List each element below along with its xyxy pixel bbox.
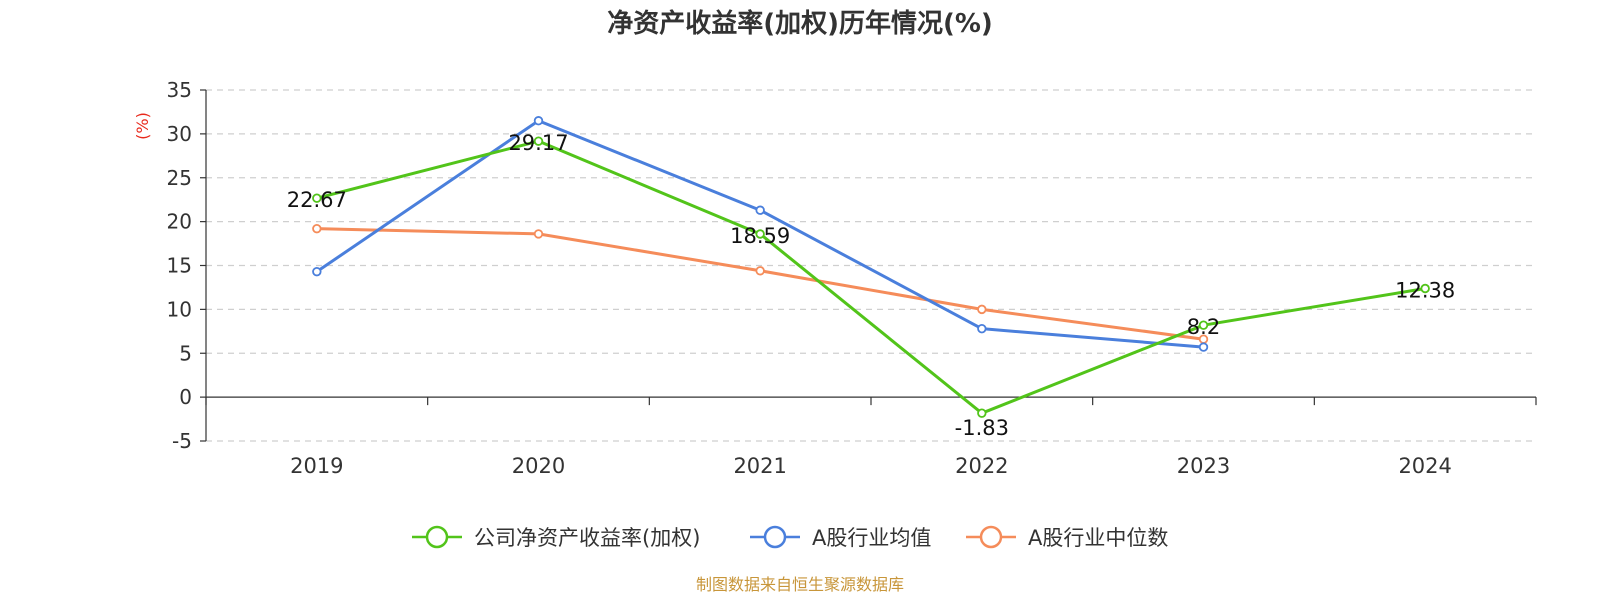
data-point[interactable] (755, 229, 765, 239)
data-label: 12.38 (1395, 278, 1455, 302)
data-point[interactable] (533, 136, 544, 146)
legend-label: A股行业中位数 (1028, 526, 1168, 550)
series-group (312, 116, 1430, 418)
data-point[interactable] (977, 304, 987, 315)
data-label: -1.83 (955, 416, 1009, 440)
x-tick-label: 2024 (1398, 454, 1451, 478)
x-tick-label: 2022 (955, 454, 1008, 478)
axes: -5 0 5 10 15 20 25 30 35 2019 2020 2021 2022 2023 2024 (167, 78, 1537, 478)
data-point[interactable] (755, 266, 765, 276)
data-point[interactable] (1198, 320, 1209, 330)
legend-item[interactable]: 公司净资产收益率(加权) (412, 525, 700, 550)
data-label: 18.59 (730, 224, 790, 248)
legend-swatch-marker (425, 525, 449, 549)
data-point[interactable] (1420, 283, 1430, 294)
legend-item[interactable]: A股行业中位数 (966, 525, 1168, 550)
y-tick-label: 20 (167, 210, 192, 234)
data-label: 29.17 (508, 131, 568, 155)
data-point[interactable] (977, 323, 987, 334)
data-point[interactable] (533, 229, 544, 239)
data-point[interactable] (312, 223, 322, 234)
legend-swatch-marker (979, 525, 1003, 549)
legend-item[interactable]: A股行业均值 (750, 525, 931, 550)
legend-swatch-marker (763, 525, 787, 549)
data-point[interactable] (312, 266, 322, 277)
chart-title: 净资产收益率(加权)历年情况(%) (607, 8, 993, 39)
x-tick-label: 2023 (1177, 454, 1230, 478)
y-tick-label: 5 (179, 341, 192, 365)
data-label: 22.67 (287, 188, 347, 212)
y-tick-label: 35 (167, 78, 192, 102)
data-point[interactable] (977, 408, 987, 418)
x-tick-label: 2021 (733, 454, 786, 478)
x-tick-label: 2019 (290, 454, 343, 478)
data-label: 8.2 (1187, 315, 1220, 339)
y-axis-unit: (%) (133, 112, 152, 140)
data-labels: 22.67 29.17 18.59 -1.83 8.2 12.38 (287, 131, 1455, 440)
gridlines (206, 89, 1536, 442)
source-note: 制图数据来自恒生聚源数据库 (696, 575, 904, 594)
data-point[interactable] (755, 205, 765, 215)
data-point[interactable] (533, 116, 544, 126)
series-line (316, 139, 1426, 415)
data-point[interactable] (312, 193, 322, 203)
y-tick-label: 0 (179, 385, 192, 409)
legend-label: 公司净资产收益率(加权) (474, 526, 700, 550)
y-tick-label: 10 (167, 297, 192, 321)
y-tick-label: 25 (167, 166, 192, 190)
legend[interactable]: 公司净资产收益率(加权) A股行业均值 A股行业中位数 (412, 525, 1168, 550)
y-tick-label: 30 (167, 122, 192, 146)
x-tick-label: 2020 (512, 454, 565, 478)
legend-label: A股行业均值 (812, 526, 931, 550)
y-tick-label: 15 (167, 254, 192, 278)
y-tick-label: -5 (172, 429, 192, 453)
data-point[interactable] (1198, 342, 1209, 352)
